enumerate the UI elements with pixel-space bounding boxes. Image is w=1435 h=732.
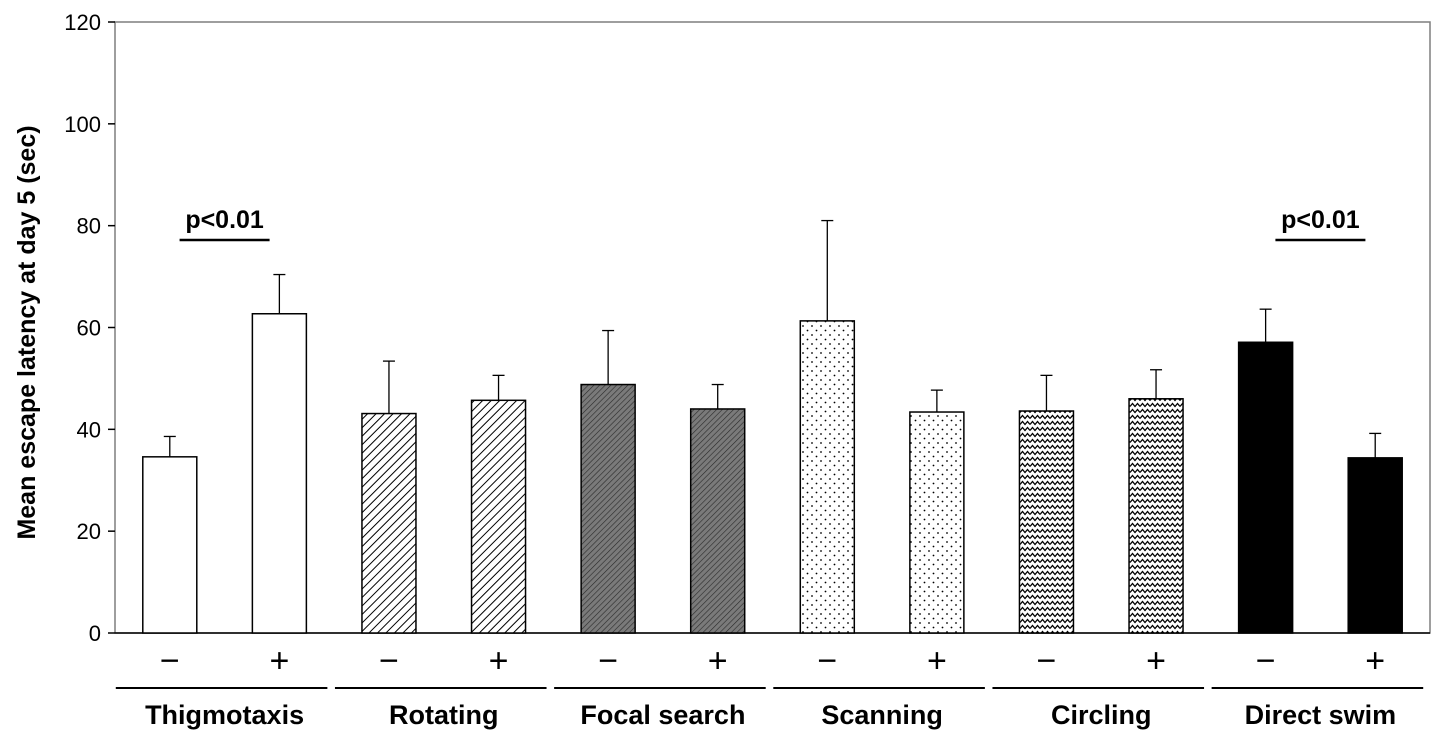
bar-thigmotaxis-minus — [142, 456, 198, 634]
bar-rotating-minus — [361, 412, 417, 634]
x-tick-sign-label: + — [708, 642, 728, 680]
y-tick-label: 80 — [77, 214, 101, 239]
bar-rotating-plus — [470, 399, 527, 634]
x-tick-sign-label: − — [379, 642, 399, 680]
group-label: Direct swim — [1245, 700, 1397, 730]
bar-circling-plus — [1128, 398, 1184, 634]
x-tick-sign-label: + — [1365, 642, 1385, 680]
bar-focal-search-plus — [689, 408, 746, 634]
group-label: Circling — [1051, 700, 1152, 730]
group-label: Thigmotaxis — [145, 700, 304, 730]
x-tick-sign-label: + — [489, 642, 509, 680]
group-label: Focal search — [580, 700, 745, 730]
x-tick-sign-label: − — [598, 642, 618, 680]
significance-label: p<0.01 — [185, 206, 264, 234]
y-tick-label: 60 — [77, 316, 101, 341]
bar-circling-minus — [1018, 410, 1075, 634]
plot-area-frame — [114, 21, 1431, 634]
x-tick-sign-label: − — [1256, 642, 1276, 680]
y-tick-label: 120 — [64, 10, 101, 35]
x-tick-sign-label: − — [817, 642, 837, 680]
x-tick-sign-label: − — [1037, 642, 1057, 680]
group-label: Scanning — [821, 700, 943, 730]
group-label: Rotating — [389, 700, 498, 730]
y-tick-label: 0 — [89, 621, 101, 646]
x-tick-sign-label: + — [269, 642, 289, 680]
y-tick-label: 40 — [77, 417, 101, 442]
x-tick-sign-label: + — [1146, 642, 1166, 680]
y-tick-label: 20 — [77, 519, 101, 544]
significance-label: p<0.01 — [1281, 206, 1360, 234]
y-axis-title: Mean escape latency at day 5 (sec) — [13, 125, 41, 539]
bar-scanning-plus — [909, 411, 965, 634]
x-tick-sign-label: − — [160, 642, 180, 680]
bar-focal-search-minus — [580, 383, 636, 634]
y-tick-label: 100 — [64, 112, 101, 137]
x-tick-sign-label: + — [927, 642, 947, 680]
bar-direct-swim-plus — [1347, 457, 1403, 634]
bar-scanning-minus — [799, 320, 856, 634]
bar-thigmotaxis-plus — [251, 313, 308, 634]
bar-direct-swim-minus — [1237, 341, 1294, 634]
